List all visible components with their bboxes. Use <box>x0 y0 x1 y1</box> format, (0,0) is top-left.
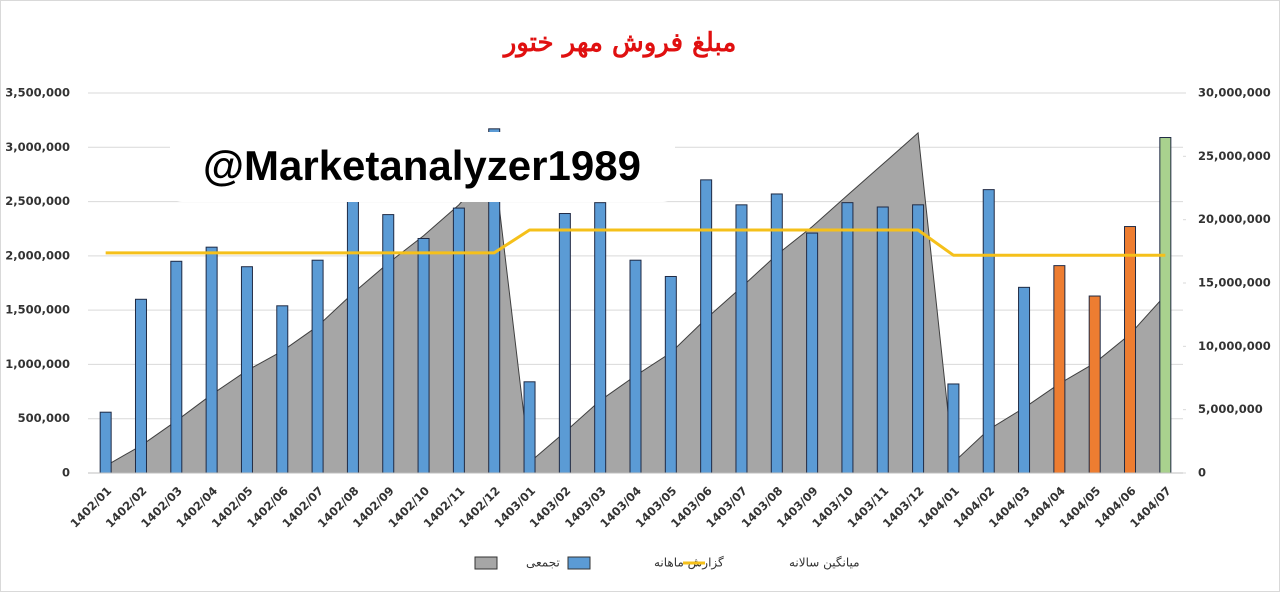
bar <box>99 411 112 474</box>
bar <box>205 246 218 474</box>
y-tick-label: 1,500,000 <box>5 303 70 317</box>
bar <box>417 237 430 474</box>
watermark: @Marketanalyzer1989 <box>170 132 675 202</box>
y-tick-label: 3,500,000 <box>5 86 70 100</box>
bar <box>629 259 642 474</box>
y2-tick-label: 5,000,000 <box>1198 402 1263 416</box>
bar <box>170 260 183 474</box>
bar <box>664 275 677 474</box>
area <box>105 131 1166 474</box>
y-tick-label: 2,000,000 <box>5 248 70 262</box>
bar <box>1018 286 1031 474</box>
bar <box>240 266 253 474</box>
bar <box>1088 295 1101 474</box>
watermark-box <box>170 132 675 202</box>
bar <box>452 207 465 474</box>
legend-marker <box>567 556 591 570</box>
y2-tick-label: 0 <box>1198 466 1206 480</box>
y2-tick-label: 15,000,000 <box>1198 276 1271 290</box>
bar <box>770 193 783 474</box>
bar <box>912 204 925 474</box>
chart-title: مبلغ فروش مهر ختور <box>502 28 737 58</box>
bar <box>311 259 324 474</box>
bar <box>1053 265 1066 474</box>
y-tick-label: 1,000,000 <box>5 357 70 371</box>
bar <box>947 383 960 474</box>
y-tick-label: 500,000 <box>18 411 70 425</box>
bar <box>1124 226 1137 474</box>
bar <box>841 202 854 474</box>
bar <box>134 298 147 474</box>
bar <box>735 204 748 474</box>
bar <box>346 190 359 474</box>
legend-label: تجمعی <box>526 556 560 570</box>
y2-tick-label: 30,000,000 <box>1198 86 1271 100</box>
y2-tick-label: 25,000,000 <box>1198 149 1271 163</box>
legend-marker <box>474 556 498 570</box>
bar <box>1159 137 1172 474</box>
bar <box>700 179 713 474</box>
bar <box>276 305 289 474</box>
legend-label: میانگین سالانه <box>789 556 860 571</box>
y2-tick-label: 20,000,000 <box>1198 212 1271 226</box>
bar <box>806 232 819 474</box>
bar <box>594 202 607 474</box>
y2-tick-label: 10,000,000 <box>1198 339 1271 353</box>
bar <box>876 206 889 474</box>
y-tick-label: 2,500,000 <box>5 194 70 208</box>
y-tick-label: 3,000,000 <box>5 140 70 154</box>
bar <box>558 213 571 474</box>
bar <box>523 381 536 474</box>
line <box>105 228 1166 257</box>
y-tick-label: 0 <box>62 466 70 480</box>
watermark-text: @Marketanalyzer1989 <box>203 142 641 189</box>
bar <box>982 189 995 474</box>
